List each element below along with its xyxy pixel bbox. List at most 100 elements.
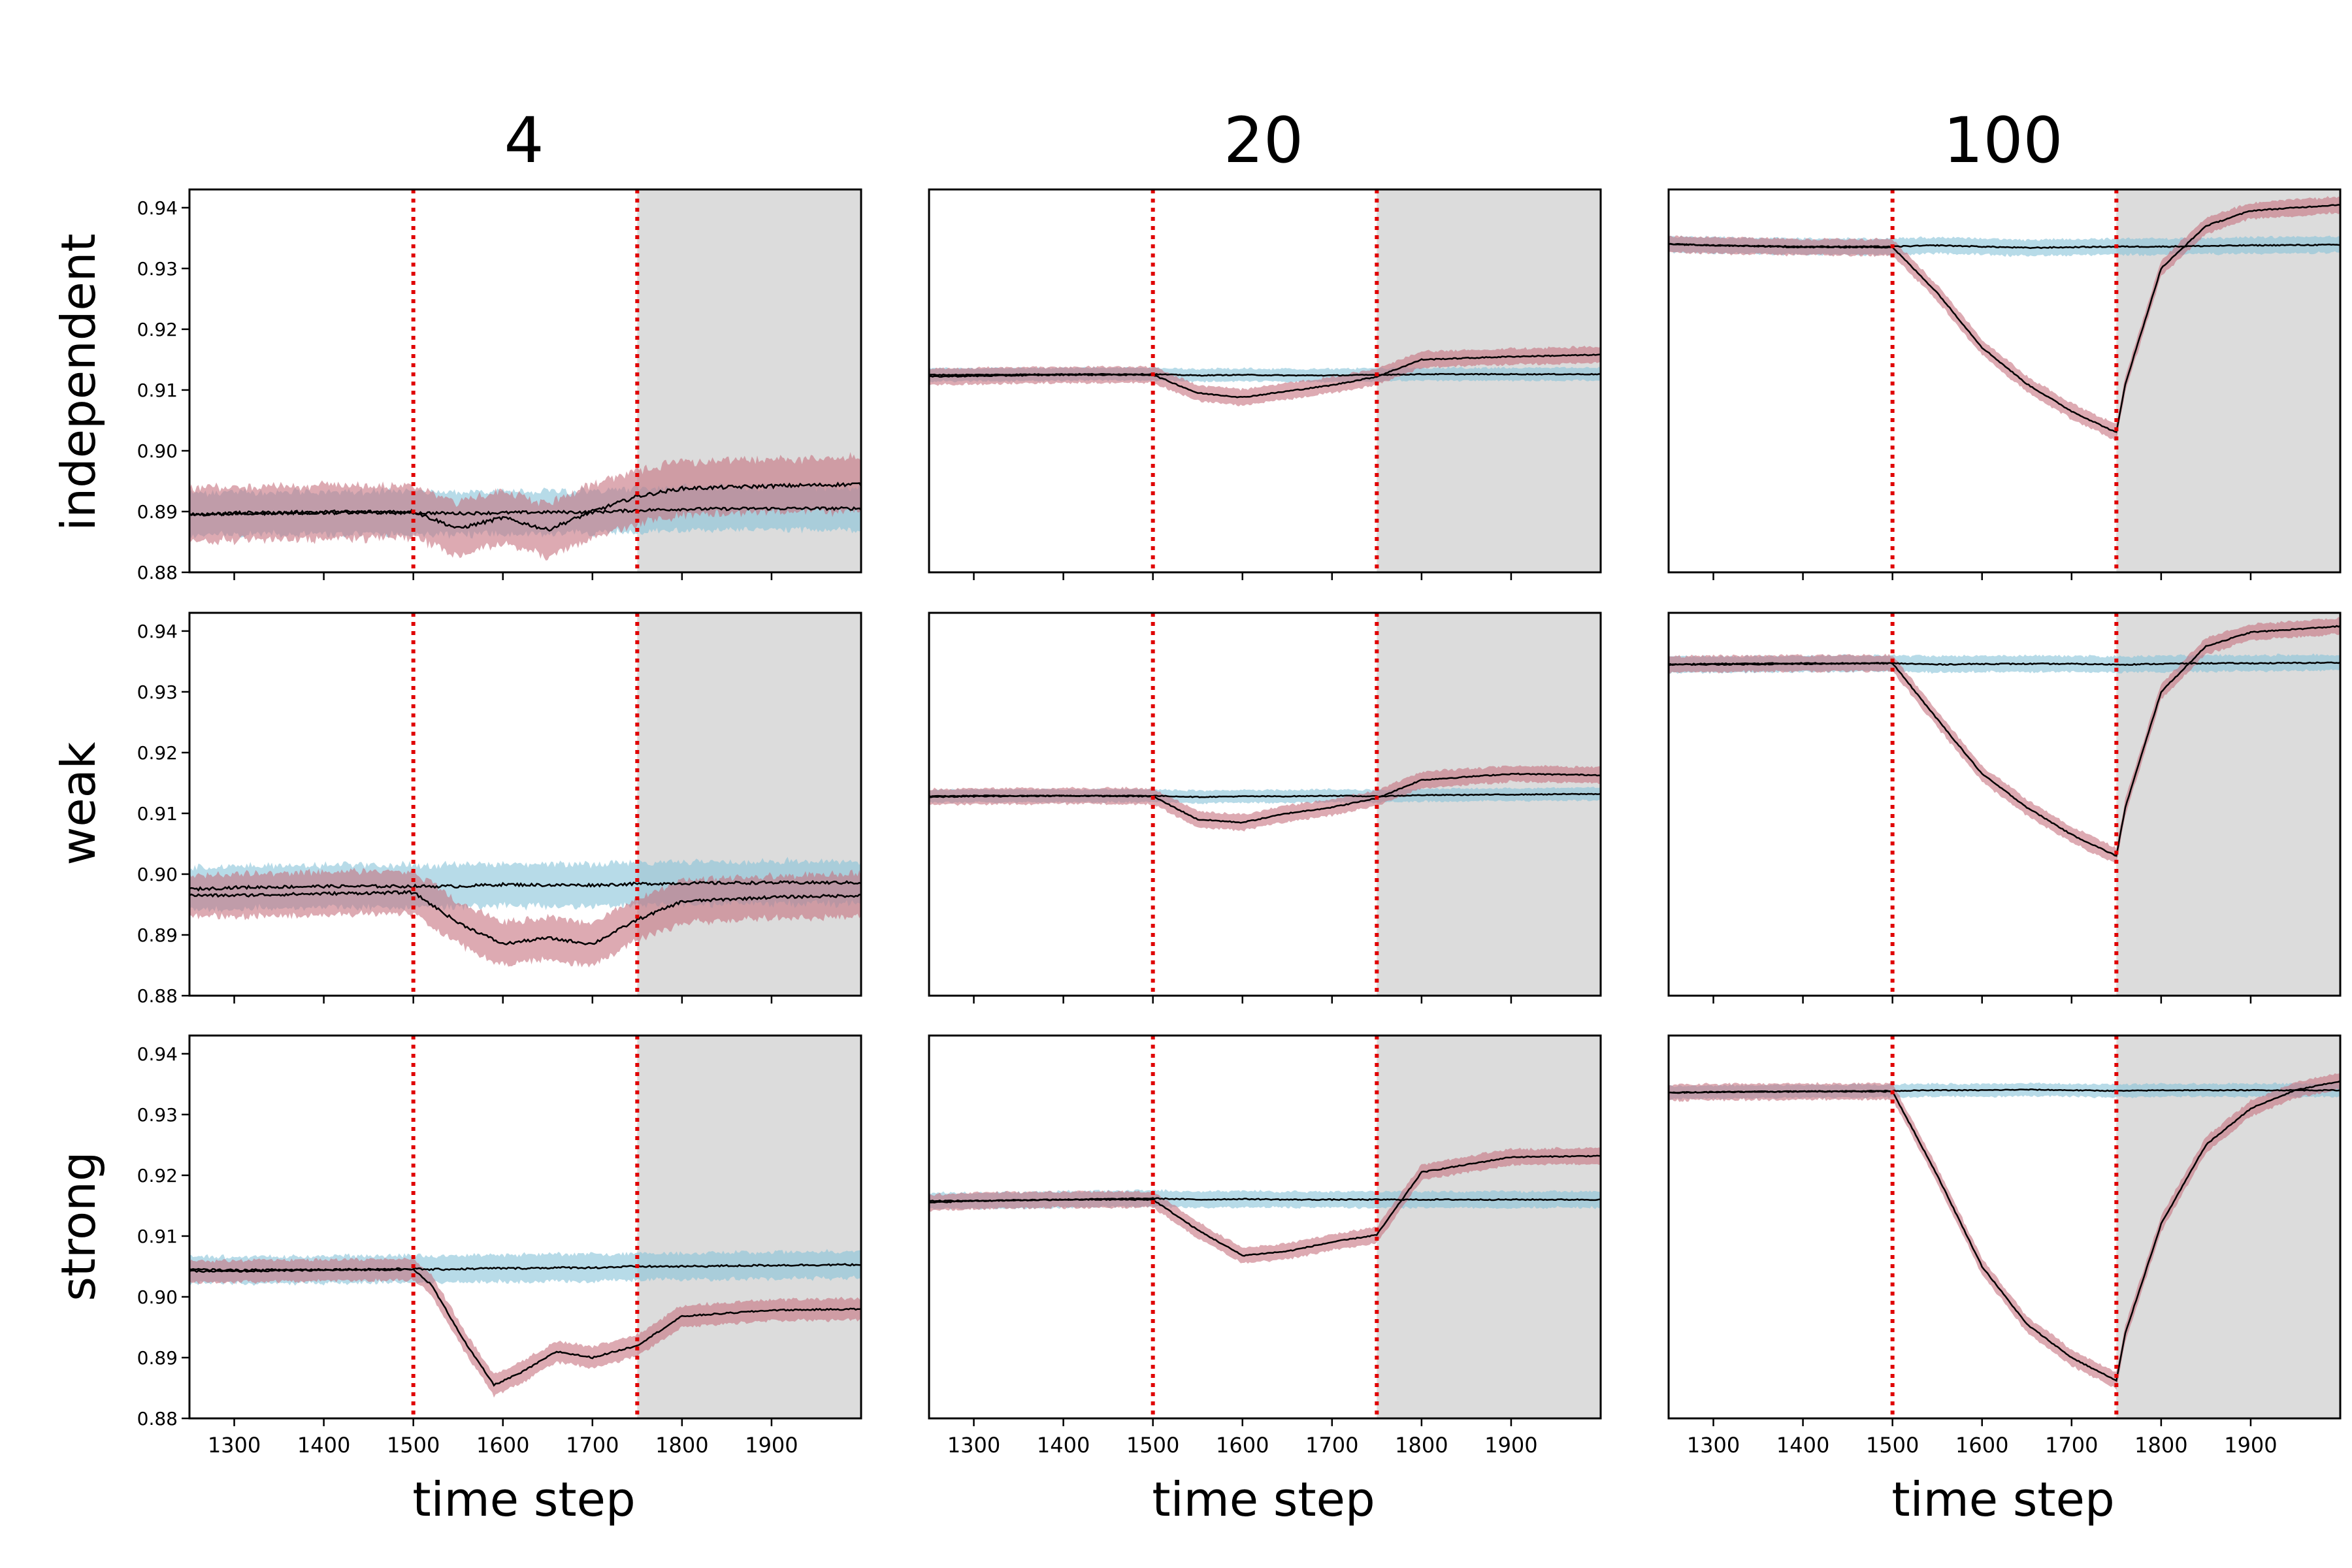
panel-weak-4-ytick-label-4: 0.92 [137,742,178,764]
panel-strong-4-frame [188,1034,862,1420]
panel-strong-20-xtick-label-0: 1300 [947,1433,1000,1458]
panel-strong-100-xtick-label-1: 1400 [1776,1433,1829,1458]
panel-weak-4-ytick-label-3: 0.91 [137,803,178,825]
panel-weak-4-ytick-label-6: 0.94 [137,621,178,642]
panel-independent-4-ytick-label-3: 0.91 [137,380,178,401]
panel-strong-20-xtick-label-5: 1800 [1395,1433,1448,1458]
panel-strong-20: 1300 1400 1500 1600 1700 1800 1900 [928,1034,1602,1458]
panel-strong-4-ytick-label-5: 0.93 [137,1104,178,1126]
panel-strong-100-shaded-region [2116,1036,2340,1418]
panel-independent-4-plot-area [189,189,861,572]
panel-strong-4-shaded-region [637,1036,861,1418]
panel-strong-4-mean-line-0 [189,1263,861,1272]
panel-independent-4-ytick-label-6: 0.94 [137,197,178,219]
col-title-3: 100 [1943,104,2063,177]
panel-weak-100 [1667,612,2342,1004]
panel-independent-20-plot-area [929,189,1601,572]
panel-independent-4-mean-line-1 [189,482,861,532]
panel-independent-4-ytick-label-0: 0.88 [137,562,178,583]
panel-strong-20-xtick-label-4: 1700 [1305,1433,1358,1458]
panel-weak-100-mean-line-1 [1669,625,2340,857]
panel-strong-20-plot-area [929,1036,1601,1418]
panel-strong-4-xtick-label-2: 1500 [387,1433,440,1458]
panel-weak-20-band-1 [929,764,1601,832]
row-label-1: independent [51,233,106,531]
panel-strong-4-xtick-label-5: 1800 [655,1433,708,1458]
panel-independent-4: 0.88 0.89 0.90 0.91 0.92 0.93 0.94 [137,188,862,583]
panel-weak-4: 0.88 0.89 0.90 0.91 0.92 0.93 0.94 [137,612,862,1007]
panel-strong-20-mean-line-1 [929,1154,1601,1257]
panel-weak-4-band-1 [189,868,861,968]
panel-strong-4-ytick-label-1: 0.89 [137,1347,178,1369]
col-title-2: 20 [1224,104,1303,177]
panel-weak-20-mean-line-1 [929,772,1601,824]
panel-strong-4-xtick-label-0: 1300 [208,1433,261,1458]
panel-weak-4-ytick-label-2: 0.90 [137,864,178,885]
panel-strong-4-xtick-label-1: 1400 [297,1433,350,1458]
x-axis-label-2: time step [1152,1472,1375,1527]
panel-strong-100-xtick-label-2: 1500 [1866,1433,1919,1458]
panel-weak-100-band-1 [1669,617,2340,863]
panel-strong-100-xtick-label-5: 1800 [2134,1433,2187,1458]
panel-strong-20-xtick-label-1: 1400 [1037,1433,1090,1458]
panel-strong-4-xtick-label-3: 1600 [476,1433,529,1458]
panel-strong-100-band-1 [1669,1072,2340,1390]
panel-strong-4: 0.88 0.89 0.90 0.91 0.92 0.93 0.94 1300 1400 1500… [137,1034,862,1458]
panel-strong-4-ytick-label-0: 0.88 [137,1408,178,1429]
panel-independent-20-mean-line-1 [929,353,1601,399]
panel-strong-20-frame [928,1034,1602,1420]
col-title-1: 4 [504,104,544,177]
panel-weak-4-ytick-label-5: 0.93 [137,681,178,703]
panel-weak-4-ytick-label-0: 0.88 [137,985,178,1007]
panel-weak-20-plot-area [929,613,1601,996]
panel-weak-20-shaded-region [1377,613,1601,996]
panel-independent-20-band-1 [929,346,1601,406]
panel-independent-100-plot-area [1669,189,2340,572]
panel-independent-100-frame [1667,188,2342,574]
panel-independent-100 [1667,188,2342,580]
panel-weak-20 [928,612,1602,1004]
panel-independent-20-frame [928,188,1602,574]
panel-weak-100-frame [1667,612,2342,997]
panel-independent-4-frame [188,188,862,574]
panel-weak-100-plot-area [1669,613,2340,996]
panel-independent-20-shaded-region [1377,189,1601,572]
panel-strong-4-ytick-label-3: 0.91 [137,1226,178,1247]
panel-strong-100-xtick-label-4: 1700 [2045,1433,2098,1458]
panel-strong-20-xtick-label-3: 1600 [1216,1433,1269,1458]
panel-strong-4-xtick-label-4: 1700 [566,1433,619,1458]
panel-independent-4-ytick-label-1: 0.89 [137,501,178,523]
x-axis-label-3: time step [1891,1472,2114,1527]
panel-strong-4-ytick-label-4: 0.92 [137,1165,178,1186]
panel-strong-100: 1300 1400 1500 1600 1700 1800 1900 [1667,1034,2342,1458]
row-label-2: weak [51,742,106,865]
panel-strong-100-plot-area [1669,1036,2340,1418]
panel-weak-4-mean-line-1 [189,890,861,946]
panel-strong-4-ytick-label-6: 0.94 [137,1043,178,1065]
panel-weak-100-shaded-region [2116,613,2340,996]
panel-strong-4-ytick-label-2: 0.90 [137,1286,178,1308]
panel-strong-20-xtick-label-2: 1500 [1126,1433,1179,1458]
panel-independent-4-ytick-label-5: 0.93 [137,258,178,280]
x-axis-label-1: time step [412,1472,635,1527]
panel-strong-4-plot-area [189,1036,861,1418]
panel-strong-20-shaded-region [1377,1036,1601,1418]
panel-strong-4-xtick-label-6: 1900 [745,1433,798,1458]
panel-weak-20-frame [928,612,1602,997]
panel-strong-100-xtick-label-0: 1300 [1687,1433,1740,1458]
panel-strong-20-band-1 [929,1147,1601,1264]
panel-weak-4-shaded-region [637,613,861,996]
panel-independent-4-ytick-label-2: 0.90 [137,440,178,462]
panel-weak-4-ytick-label-1: 0.89 [137,924,178,946]
panel-weak-4-frame [188,612,862,997]
panel-independent-100-mean-line-1 [1669,204,2340,433]
panel-independent-4-ytick-label-4: 0.92 [137,319,178,340]
panel-strong-100-xtick-label-6: 1900 [2224,1433,2277,1458]
panel-strong-4-mean-line-1 [189,1267,861,1387]
panel-independent-4-band-1 [189,451,861,561]
panel-strong-100-frame [1667,1034,2342,1420]
panel-strong-20-xtick-label-6: 1900 [1484,1433,1537,1458]
panel-strong-100-mean-line-1 [1669,1080,2340,1382]
panel-strong-100-xtick-label-3: 1600 [1955,1433,2008,1458]
